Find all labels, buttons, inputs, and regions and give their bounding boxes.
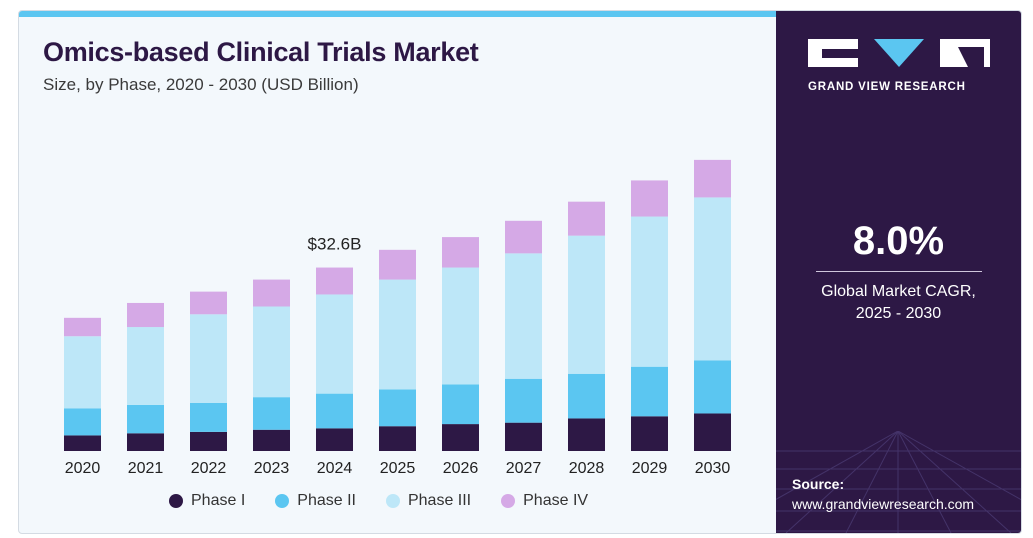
legend-label-phase-3: Phase III — [407, 492, 472, 509]
bar-2023-phase-3 — [253, 306, 290, 398]
bar-2025-phase-4 — [379, 249, 416, 280]
bar-2029-phase-3 — [631, 216, 668, 367]
x-tick-label-2027: 2027 — [506, 460, 542, 477]
legend-item-phase-4: Phase IV — [501, 492, 588, 510]
x-tick-label-2021: 2021 — [128, 460, 164, 477]
bar-2029-phase-2 — [631, 366, 668, 417]
legend-swatch-phase-4 — [501, 494, 516, 508]
bar-2020-phase-2 — [64, 408, 101, 436]
bar-2029-phase-1 — [631, 416, 668, 451]
bar-2022-phase-2 — [190, 402, 227, 432]
bar-2021-phase-4 — [127, 302, 164, 328]
bar-2023-phase-2 — [253, 397, 290, 430]
bar-2028-phase-4 — [568, 201, 605, 236]
chart-subtitle: Size, by Phase, 2020 - 2030 (USD Billion… — [43, 75, 359, 94]
legend-label-phase-4: Phase IV — [523, 492, 589, 509]
sidebar-panel: GRAND VIEW RESEARCH 8.0% Global Market C… — [776, 11, 1021, 533]
bar-2030-phase-2 — [694, 360, 731, 414]
bar-2030-phase-3 — [694, 197, 731, 361]
bar-2021-phase-1 — [127, 433, 164, 451]
x-tick-label-2025: 2025 — [380, 460, 416, 477]
bar-2028-phase-2 — [568, 373, 605, 419]
x-tick-label-2028: 2028 — [569, 460, 605, 477]
legend-item-phase-3: Phase III — [385, 492, 472, 510]
legend-item-phase-2: Phase II — [275, 492, 356, 510]
bar-2027-phase-1 — [505, 422, 542, 451]
chart-card: Omics-based Clinical Trials Market Size,… — [18, 10, 1022, 534]
x-tick-label-2022: 2022 — [191, 460, 227, 477]
decorative-grid-pattern — [776, 431, 1021, 533]
cagr-label: Global Market CAGR, 2025 - 2030 — [796, 281, 1001, 325]
accent-bar — [19, 11, 776, 17]
data-label-2024: $32.6B — [308, 235, 362, 254]
bar-2026-phase-4 — [442, 237, 479, 268]
chart-title: Omics-based Clinical Trials Market — [43, 37, 479, 67]
bar-2021-phase-2 — [127, 404, 164, 434]
bar-2028-phase-3 — [568, 235, 605, 374]
bar-chart: 2020 2021 2022 2023 2024 $32.6B 2025 2026 2027 20… — [64, 159, 731, 477]
brand-name: GRAND VIEW RESEARCH — [808, 81, 966, 93]
legend-swatch-phase-3 — [385, 494, 400, 508]
bar-2024-phase-1 — [316, 428, 353, 451]
bar-2027-phase-4 — [505, 220, 542, 254]
bar-2021-phase-3 — [127, 327, 164, 405]
bar-2027-phase-3 — [505, 253, 542, 379]
legend-swatch-phase-1 — [169, 494, 183, 508]
bar-2028-phase-1 — [568, 418, 605, 451]
bar-2024-phase-4 — [316, 267, 353, 295]
legend-item-phase-1: Phase I — [169, 492, 245, 510]
x-tick-label-2029: 2029 — [632, 460, 668, 477]
bar-2026-phase-3 — [442, 267, 479, 385]
source-label: Source: — [792, 476, 845, 492]
cagr-value: 8.0% — [852, 219, 945, 263]
bar-2029-phase-4 — [631, 180, 668, 217]
bar-2020-phase-4 — [64, 317, 101, 337]
bar-2022-phase-3 — [190, 314, 227, 403]
bar-2026-phase-1 — [442, 424, 479, 451]
grand-view-research-logo — [808, 39, 990, 67]
bar-2030-phase-4 — [694, 159, 731, 198]
legend: Phase I Phase II Phase III Phase IV — [169, 491, 618, 511]
bar-2026-phase-2 — [442, 384, 479, 425]
x-tick-label-2030: 2030 — [695, 460, 731, 477]
bar-2023-phase-4 — [253, 279, 290, 307]
bar-2030-phase-1 — [694, 413, 731, 451]
legend-swatch-phase-2 — [275, 494, 290, 508]
cagr-label-line-1: Global Market CAGR, — [821, 283, 976, 300]
x-tick-label-2026: 2026 — [443, 460, 479, 477]
bar-2024-phase-2 — [316, 393, 353, 429]
cagr-label-line-2: 2025 - 2030 — [855, 305, 942, 322]
bar-2020-phase-3 — [64, 336, 101, 409]
bar-2027-phase-2 — [505, 378, 542, 423]
bar-2020-phase-1 — [64, 435, 101, 451]
bar-2022-phase-4 — [190, 291, 227, 315]
bar-2025-phase-2 — [379, 389, 416, 427]
x-tick-label-2023: 2023 — [254, 460, 290, 477]
x-tick-label-2024: 2024 — [317, 460, 353, 477]
bar-2022-phase-1 — [190, 431, 227, 451]
legend-label-phase-1: Phase I — [191, 492, 246, 509]
source-link[interactable]: www.grandviewresearch.com — [792, 496, 975, 512]
bar-2024-phase-3 — [316, 294, 353, 394]
legend-label-phase-2: Phase II — [297, 492, 356, 509]
cagr-divider — [816, 271, 982, 272]
bar-2025-phase-3 — [379, 279, 416, 390]
x-tick-label-2020: 2020 — [65, 460, 101, 477]
bar-2023-phase-1 — [253, 429, 290, 451]
bar-2025-phase-1 — [379, 426, 416, 451]
